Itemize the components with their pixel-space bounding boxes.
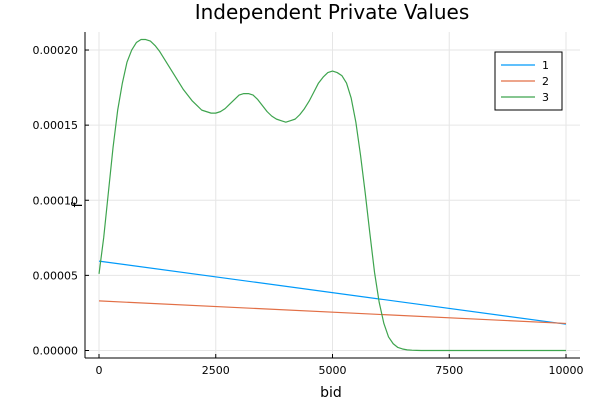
y-axis-label: f [70,201,86,207]
x-tick-label: 5000 [319,364,347,377]
series-line-3 [98,38,566,352]
x-tick-label: 7500 [435,364,463,377]
x-tick-label: 0 [96,364,103,377]
series-line-1 [98,260,567,325]
x-tick-label: 10000 [548,364,583,377]
legend-label-1: 1 [542,59,549,72]
y-tick-label: 0.00020 [33,44,79,57]
series-layer [98,38,567,352]
axes: 0 2500 5000 7500 10000 0.00000 0.00005 0.00010 0… [33,32,583,377]
chart-title: Independent Private Values [195,0,470,24]
legend: 1 2 3 [494,51,563,111]
x-axis-label: bid [320,385,342,400]
y-tick-label: 0.00015 [33,119,79,132]
y-tick-label: 0.00000 [33,344,79,357]
grid [85,32,580,358]
legend-label-3: 3 [542,91,549,104]
y-tick-label: 0.00005 [33,269,79,282]
y-tick-label: 0.00010 [33,194,79,207]
series-line-2 [98,300,567,325]
legend-label-2: 2 [542,75,549,88]
x-tick-label: 2500 [202,364,230,377]
